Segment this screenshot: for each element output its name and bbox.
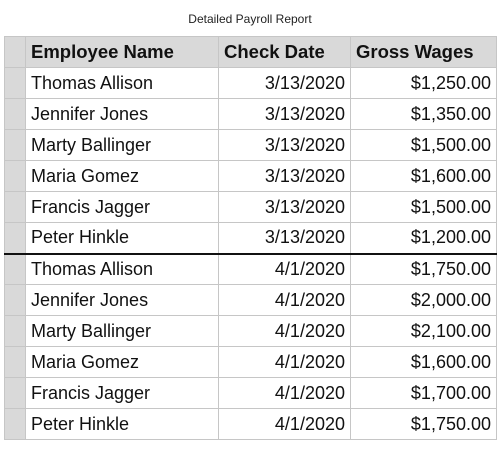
gross-wages-cell[interactable]: $1,750.00 bbox=[350, 408, 497, 440]
check-date-cell[interactable]: 4/1/2020 bbox=[218, 346, 351, 378]
check-date-cell[interactable]: 3/13/2020 bbox=[218, 222, 351, 255]
table-row: Marty Ballinger 3/13/2020 $1,500.00 bbox=[4, 129, 497, 161]
column-header-check-date[interactable]: Check Date bbox=[218, 36, 351, 68]
payroll-table: Employee Name Check Date Gross Wages Tho… bbox=[4, 36, 497, 440]
column-header-gross-wages[interactable]: Gross Wages bbox=[350, 36, 497, 68]
table-row: Jennifer Jones 4/1/2020 $2,000.00 bbox=[4, 284, 497, 316]
gross-wages-cell[interactable]: $1,200.00 bbox=[350, 222, 497, 255]
payroll-table-container: Employee Name Check Date Gross Wages Tho… bbox=[4, 36, 497, 440]
header-row: Employee Name Check Date Gross Wages bbox=[4, 36, 497, 68]
table-row: Maria Gomez 4/1/2020 $1,600.00 bbox=[4, 346, 497, 378]
table-row: Peter Hinkle 4/1/2020 $1,750.00 bbox=[4, 408, 497, 440]
employee-name-cell[interactable]: Thomas Allison bbox=[25, 67, 219, 99]
gross-wages-cell[interactable]: $1,750.00 bbox=[350, 253, 497, 285]
row-header[interactable] bbox=[4, 377, 26, 409]
check-date-cell[interactable]: 4/1/2020 bbox=[218, 253, 351, 285]
employee-name-cell[interactable]: Peter Hinkle bbox=[25, 222, 219, 255]
check-date-cell[interactable]: 3/13/2020 bbox=[218, 129, 351, 161]
gross-wages-cell[interactable]: $1,500.00 bbox=[350, 191, 497, 223]
employee-name-cell[interactable]: Marty Ballinger bbox=[25, 129, 219, 161]
table-row: Francis Jagger 3/13/2020 $1,500.00 bbox=[4, 191, 497, 223]
check-date-cell[interactable]: 3/13/2020 bbox=[218, 98, 351, 130]
row-header[interactable] bbox=[4, 222, 26, 255]
row-header[interactable] bbox=[4, 160, 26, 192]
table-row: Marty Ballinger 4/1/2020 $2,100.00 bbox=[4, 315, 497, 347]
row-header[interactable] bbox=[4, 191, 26, 223]
gross-wages-cell[interactable]: $1,500.00 bbox=[350, 129, 497, 161]
row-header[interactable] bbox=[4, 253, 26, 285]
employee-name-cell[interactable]: Jennifer Jones bbox=[25, 98, 219, 130]
employee-name-cell[interactable]: Francis Jagger bbox=[25, 191, 219, 223]
column-header-employee-name[interactable]: Employee Name bbox=[25, 36, 219, 68]
check-date-cell[interactable]: 3/13/2020 bbox=[218, 160, 351, 192]
check-date-cell[interactable]: 4/1/2020 bbox=[218, 284, 351, 316]
employee-name-cell[interactable]: Peter Hinkle bbox=[25, 408, 219, 440]
gross-wages-cell[interactable]: $2,100.00 bbox=[350, 315, 497, 347]
report-title: Detailed Payroll Report bbox=[188, 12, 312, 26]
gross-wages-cell[interactable]: $1,250.00 bbox=[350, 67, 497, 99]
check-date-cell[interactable]: 3/13/2020 bbox=[218, 67, 351, 99]
employee-name-cell[interactable]: Francis Jagger bbox=[25, 377, 219, 409]
gross-wages-cell[interactable]: $1,700.00 bbox=[350, 377, 497, 409]
gross-wages-cell[interactable]: $2,000.00 bbox=[350, 284, 497, 316]
check-date-cell[interactable]: 4/1/2020 bbox=[218, 377, 351, 409]
employee-name-cell[interactable]: Maria Gomez bbox=[25, 160, 219, 192]
employee-name-cell[interactable]: Thomas Allison bbox=[25, 253, 219, 285]
row-header[interactable] bbox=[4, 284, 26, 316]
check-date-cell[interactable]: 4/1/2020 bbox=[218, 315, 351, 347]
gross-wages-cell[interactable]: $1,600.00 bbox=[350, 160, 497, 192]
row-header[interactable] bbox=[4, 315, 26, 347]
employee-name-cell[interactable]: Marty Ballinger bbox=[25, 315, 219, 347]
table-row: Thomas Allison 3/13/2020 $1,250.00 bbox=[4, 67, 497, 99]
row-header[interactable] bbox=[4, 129, 26, 161]
table-row: Thomas Allison 4/1/2020 $1,750.00 bbox=[4, 253, 497, 285]
table-row: Jennifer Jones 3/13/2020 $1,350.00 bbox=[4, 98, 497, 130]
table-row: Maria Gomez 3/13/2020 $1,600.00 bbox=[4, 160, 497, 192]
employee-name-cell[interactable]: Maria Gomez bbox=[25, 346, 219, 378]
gross-wages-cell[interactable]: $1,350.00 bbox=[350, 98, 497, 130]
row-header[interactable] bbox=[4, 408, 26, 440]
check-date-cell[interactable]: 3/13/2020 bbox=[218, 191, 351, 223]
gross-wages-cell[interactable]: $1,600.00 bbox=[350, 346, 497, 378]
row-header-corner[interactable] bbox=[4, 36, 26, 68]
row-header[interactable] bbox=[4, 67, 26, 99]
table-row: Francis Jagger 4/1/2020 $1,700.00 bbox=[4, 377, 497, 409]
row-header[interactable] bbox=[4, 98, 26, 130]
row-header[interactable] bbox=[4, 346, 26, 378]
check-date-cell[interactable]: 4/1/2020 bbox=[218, 408, 351, 440]
table-row: Peter Hinkle 3/13/2020 $1,200.00 bbox=[4, 222, 497, 255]
employee-name-cell[interactable]: Jennifer Jones bbox=[25, 284, 219, 316]
